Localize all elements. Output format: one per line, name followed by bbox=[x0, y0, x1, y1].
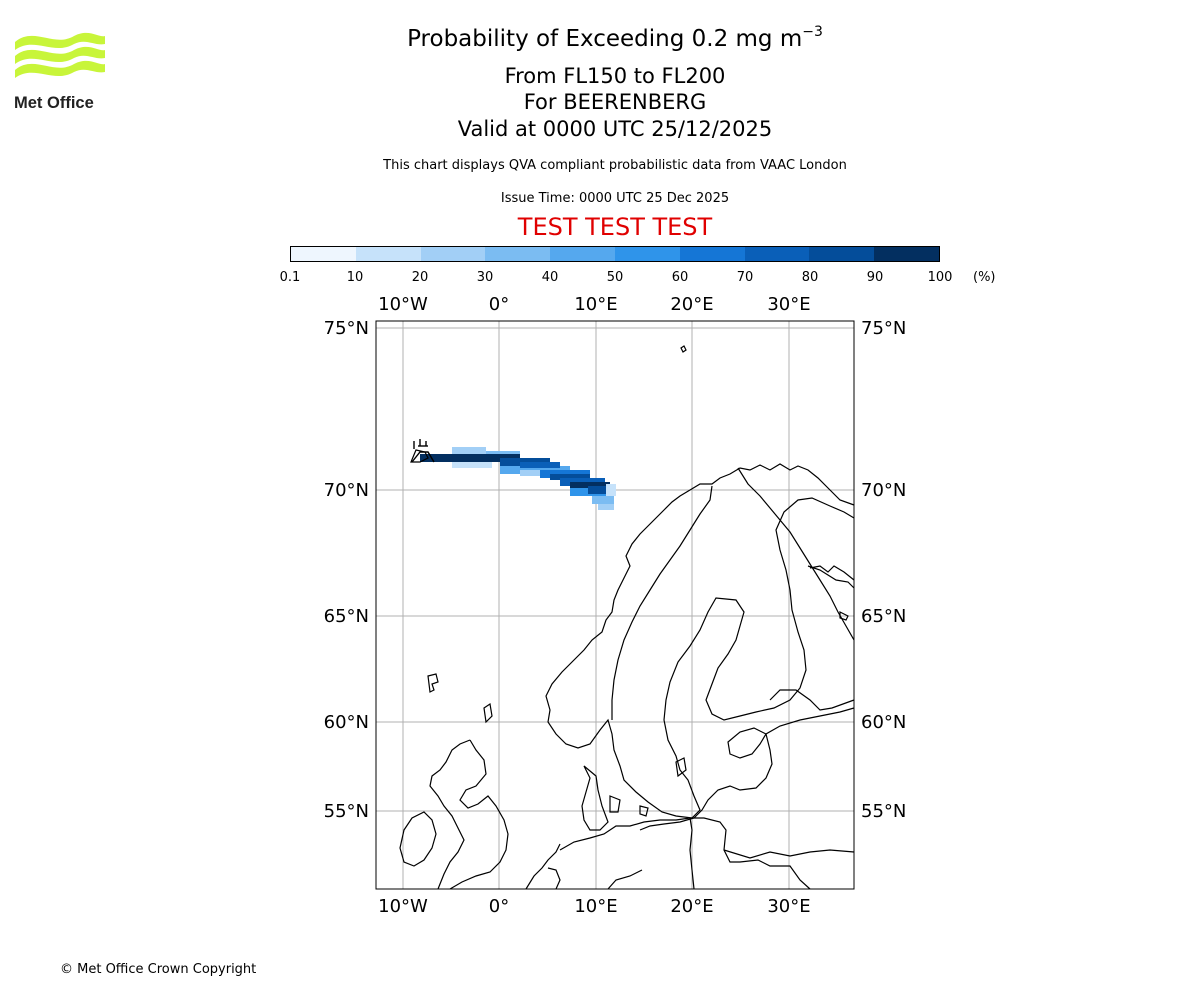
valid-time: Valid at 0000 UTC 25/12/2025 bbox=[457, 117, 773, 141]
colorbar-tick-label: 100 bbox=[927, 270, 953, 285]
copyright-text: © Met Office Crown Copyright bbox=[60, 962, 257, 977]
lat-label: 65°N bbox=[324, 606, 369, 627]
lat-label: 70°N bbox=[324, 480, 369, 501]
lon-label: 30°E bbox=[767, 294, 810, 315]
colorbar-swatch bbox=[291, 247, 356, 261]
graticule bbox=[376, 321, 854, 889]
lat-label: 65°N bbox=[861, 606, 906, 627]
lon-label: 0° bbox=[489, 896, 509, 917]
lon-labels-top: 10°W 0° 10°E 20°E 30°E bbox=[378, 294, 810, 315]
lon-label: 10°E bbox=[574, 896, 617, 917]
lat-labels-right: 75°N 70°N 65°N 60°N 55°N bbox=[861, 318, 906, 822]
lon-label: 10°W bbox=[378, 294, 428, 315]
lat-label: 55°N bbox=[861, 801, 906, 822]
test-banner: TEST TEST TEST bbox=[517, 213, 713, 241]
probability-colorbar bbox=[290, 246, 940, 262]
colorbar-tick-label: 30 bbox=[476, 270, 494, 285]
colorbar-unit: (%) bbox=[973, 270, 996, 285]
lat-label: 60°N bbox=[324, 712, 369, 733]
volcano-icon bbox=[411, 439, 435, 463]
met-office-waves-icon: Met Office bbox=[14, 32, 105, 112]
colorbar-swatch bbox=[809, 247, 875, 261]
coastlines bbox=[399, 345, 855, 890]
lon-label: 20°E bbox=[670, 896, 713, 917]
colorbar-swatch bbox=[744, 247, 810, 261]
map-frame bbox=[375, 320, 855, 890]
colorbar-swatch bbox=[550, 247, 615, 261]
colorbar-tick-label: 80 bbox=[801, 270, 819, 285]
logo-text: Met Office bbox=[14, 94, 94, 112]
lon-label: 10°W bbox=[378, 896, 428, 917]
colorbar-tick-label: 70 bbox=[736, 270, 754, 285]
issue-time: Issue Time: 0000 UTC 25 Dec 2025 bbox=[500, 191, 730, 206]
colorbar-tick-label: 90 bbox=[866, 270, 884, 285]
lat-label: 75°N bbox=[861, 318, 906, 339]
colorbar-tick-label: 50 bbox=[606, 270, 624, 285]
flight-level-range: From FL150 to FL200 bbox=[504, 64, 726, 88]
lat-label: 55°N bbox=[324, 801, 369, 822]
colorbar-swatch bbox=[679, 247, 745, 261]
disclaimer-text: This chart displays QVA compliant probab… bbox=[383, 158, 847, 173]
colorbar-tick-label: 60 bbox=[671, 270, 689, 285]
colorbar-swatch bbox=[874, 247, 939, 261]
lon-label: 0° bbox=[489, 294, 509, 315]
colorbar-swatch bbox=[614, 247, 680, 261]
lon-label: 30°E bbox=[767, 896, 810, 917]
colorbar-tick-label: 10 bbox=[346, 270, 364, 285]
lat-labels-left: 75°N 70°N 65°N 60°N 55°N bbox=[324, 318, 369, 822]
colorbar-tick-label: 0.1 bbox=[279, 270, 301, 285]
lon-labels-bottom: 10°W 0° 10°E 20°E 30°E bbox=[378, 896, 810, 917]
colorbar-swatch bbox=[420, 247, 486, 261]
colorbar-swatch bbox=[485, 247, 551, 261]
lon-label: 20°E bbox=[670, 294, 713, 315]
lat-label: 75°N bbox=[324, 318, 369, 339]
volcano-name: For BEERENBERG bbox=[523, 90, 707, 114]
lat-label: 60°N bbox=[861, 712, 906, 733]
colorbar-swatch bbox=[355, 247, 421, 261]
lon-label: 10°E bbox=[574, 294, 617, 315]
met-office-logo: Met Office bbox=[14, 30, 114, 114]
colorbar-tick-label: 40 bbox=[541, 270, 559, 285]
ash-plume bbox=[420, 447, 616, 510]
lat-label: 70°N bbox=[861, 480, 906, 501]
colorbar-tick-label: 20 bbox=[411, 270, 429, 285]
chart-title: Probability of Exceeding 0.2 mg m−3 bbox=[407, 24, 823, 52]
